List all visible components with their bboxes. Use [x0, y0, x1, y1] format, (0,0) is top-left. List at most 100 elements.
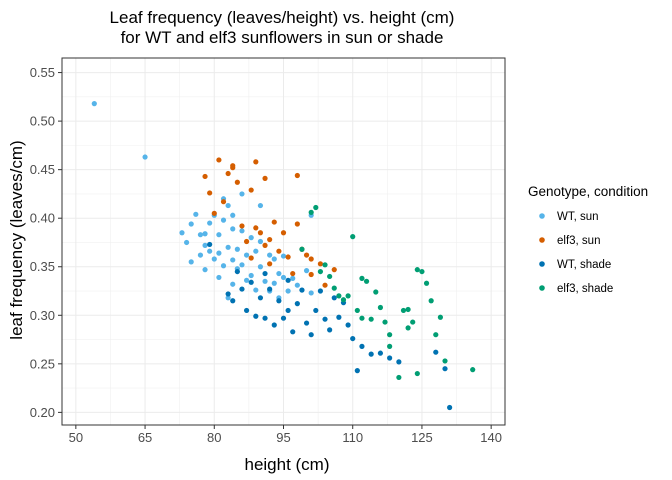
- data-point: [202, 173, 208, 180]
- data-point: [396, 359, 402, 365]
- data-point: [359, 315, 365, 321]
- grid: [62, 58, 505, 425]
- x-axis-title: height (cm): [244, 455, 329, 474]
- data-point: [280, 274, 287, 281]
- data-point: [202, 267, 208, 273]
- data-point: [354, 368, 360, 374]
- data-point: [433, 349, 439, 355]
- data-point: [197, 252, 204, 258]
- data-point: [303, 268, 310, 274]
- data-point: [262, 242, 268, 248]
- data-point: [188, 259, 194, 265]
- data-point: [299, 287, 305, 293]
- data-point: [350, 335, 356, 342]
- data-point: [285, 254, 291, 260]
- data-point: [248, 235, 254, 241]
- data-point: [248, 187, 254, 193]
- data-point: [207, 248, 213, 254]
- x-tick-label: 140: [480, 430, 502, 445]
- data-point: [299, 246, 305, 252]
- data-point: [377, 304, 384, 311]
- data-point: [331, 285, 337, 291]
- data-point: [350, 234, 356, 240]
- y-axis-title: leaf frequency (leaves/cm): [7, 140, 26, 339]
- data-point: [294, 301, 300, 307]
- data-point: [308, 209, 314, 215]
- data-point: [387, 355, 393, 361]
- data-point: [327, 273, 333, 280]
- data-point: [211, 256, 217, 262]
- data-point: [470, 367, 476, 373]
- data-point: [377, 350, 384, 356]
- y-tick-label: 0.45: [30, 162, 55, 177]
- data-point: [414, 267, 420, 273]
- data-point: [368, 316, 374, 322]
- data-point: [290, 275, 296, 281]
- x-tick-label: 95: [276, 430, 290, 445]
- legend-key: [539, 261, 545, 267]
- data-point: [202, 231, 208, 237]
- data-point: [239, 223, 245, 229]
- data-point: [280, 253, 287, 259]
- legend-title: Genotype, condition: [528, 184, 648, 199]
- data-point: [253, 248, 259, 254]
- data-point: [345, 293, 351, 299]
- data-point: [243, 307, 250, 314]
- y-tick-label: 0.35: [30, 259, 55, 274]
- data-point: [308, 290, 314, 296]
- chart-subtitle: for WT and elf3 sunflowers in sun or sha…: [121, 28, 444, 47]
- data-point: [336, 314, 342, 320]
- data-point: [340, 297, 347, 303]
- x-tick-label: 110: [342, 430, 363, 445]
- data-point: [354, 307, 360, 314]
- data-point: [207, 220, 213, 226]
- data-point: [276, 298, 282, 304]
- data-point: [363, 278, 370, 284]
- series-elf3-sun: [202, 157, 337, 288]
- legend: Genotype, condition WT, sun elf3, sun WT, …: [528, 184, 648, 295]
- data-point: [317, 261, 324, 267]
- data-point: [276, 270, 282, 277]
- data-point: [230, 257, 236, 263]
- data-point: [359, 275, 365, 281]
- data-point: [193, 211, 199, 217]
- data-point: [216, 232, 222, 238]
- data-point: [257, 295, 264, 301]
- data-point: [257, 202, 264, 209]
- data-point: [396, 374, 402, 381]
- data-point: [179, 230, 185, 236]
- data-point: [387, 343, 393, 349]
- data-point: [267, 261, 273, 267]
- y-tick-label: 0.25: [30, 356, 55, 371]
- data-point: [317, 288, 324, 294]
- y-tick-label: 0.20: [30, 405, 55, 420]
- data-point: [405, 325, 411, 331]
- data-point: [248, 279, 254, 285]
- data-point: [423, 280, 430, 286]
- data-point: [253, 287, 259, 293]
- data-point: [262, 175, 268, 181]
- data-point: [230, 298, 236, 304]
- data-point: [359, 343, 365, 349]
- data-point: [225, 295, 231, 301]
- data-point: [368, 351, 374, 357]
- data-point: [280, 230, 287, 236]
- data-point: [234, 268, 240, 275]
- data-point: [308, 271, 314, 278]
- data-point: [271, 280, 277, 286]
- data-point: [294, 172, 300, 179]
- data-point: [271, 219, 277, 225]
- data-point: [239, 228, 245, 234]
- data-point: [202, 242, 208, 248]
- data-point: [290, 329, 296, 335]
- data-point: [313, 307, 319, 314]
- data-point: [267, 236, 273, 243]
- data-point: [308, 332, 314, 338]
- series-wt-sun: [91, 101, 314, 301]
- legend-label: WT, shade: [557, 259, 611, 271]
- data-point: [271, 256, 277, 262]
- data-point: [216, 250, 222, 256]
- data-point: [243, 277, 250, 283]
- data-point: [239, 191, 245, 197]
